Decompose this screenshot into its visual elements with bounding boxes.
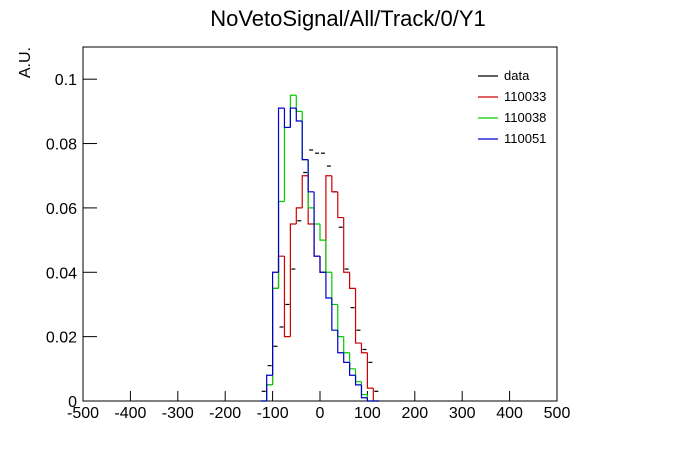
histogram-step <box>366 397 374 402</box>
y-tick-label: 0.06 <box>46 201 77 218</box>
histogram-step <box>343 336 350 354</box>
x-tick-label: -500 <box>67 405 99 422</box>
legend-label: 110051 <box>504 131 546 146</box>
histogram-step <box>360 381 368 396</box>
legend-label: data <box>504 68 530 83</box>
histogram-step <box>360 384 368 399</box>
histogram-step <box>354 288 362 344</box>
histogram-step <box>301 111 309 161</box>
histogram-step <box>313 191 320 257</box>
histogram-step <box>307 159 315 193</box>
x-tick-label: 100 <box>354 405 381 422</box>
histogram-step <box>331 272 338 306</box>
histogram-step <box>331 175 338 193</box>
histogram-step <box>295 207 303 224</box>
histogram-step <box>337 304 344 338</box>
legend-label: 110038 <box>504 110 546 125</box>
histogram-step <box>354 375 362 386</box>
histogram-step <box>337 191 344 219</box>
histogram-step <box>372 388 380 402</box>
histogram-step <box>354 368 362 383</box>
histogram-step <box>349 362 356 376</box>
histogram-step <box>289 94 297 128</box>
histogram-step <box>272 287 279 385</box>
histogram-step <box>301 121 309 161</box>
histogram-step <box>266 384 273 401</box>
histogram-step <box>313 224 320 257</box>
histogram-step <box>266 374 273 401</box>
x-tick-label: -300 <box>162 405 194 422</box>
y-tick-label: 0.1 <box>55 72 77 89</box>
y-tick-label: 0 <box>68 394 77 411</box>
histogram-step <box>272 271 279 376</box>
histogram-step <box>272 287 279 385</box>
histogram-step <box>349 272 356 289</box>
histogram-step <box>289 107 297 128</box>
histogram-step <box>319 256 326 273</box>
histogram-step <box>331 298 338 331</box>
histogram-step <box>337 330 344 354</box>
histogram-step <box>343 217 350 273</box>
legend-label: 110033 <box>504 89 546 104</box>
y-tick-label: 0.04 <box>46 265 77 282</box>
y-tick-label: 0.02 <box>46 330 77 347</box>
histogram-step <box>295 95 303 112</box>
x-tick-label: 500 <box>544 405 571 422</box>
histogram-step <box>313 207 320 225</box>
y-axis-label: A.U. <box>17 47 34 78</box>
chart-title: NoVetoSignal/All/Track/0/Y1 <box>210 6 486 31</box>
histogram-step <box>366 352 374 389</box>
x-tick-label: 400 <box>496 405 523 422</box>
histogram-step <box>301 175 309 208</box>
histogram-step <box>266 384 273 401</box>
histogram-step <box>277 107 285 273</box>
histogram-step <box>325 272 332 299</box>
x-tick-label: 300 <box>449 405 476 422</box>
histogram-step <box>319 256 326 273</box>
histogram-step <box>349 352 356 370</box>
histogram-step <box>289 223 297 337</box>
x-tick-label: -400 <box>114 405 146 422</box>
histogram-step <box>343 352 350 363</box>
y-tick-label: 0.08 <box>46 137 77 154</box>
histogram-step <box>307 159 315 209</box>
histogram-step <box>366 394 374 402</box>
histogram-step <box>283 256 291 338</box>
histogram-step <box>283 126 291 202</box>
histogram-step <box>307 175 315 225</box>
histogram-step <box>283 108 291 129</box>
x-tick-label: 200 <box>401 405 428 422</box>
histogram-step <box>319 224 326 241</box>
histogram-step <box>325 240 332 273</box>
histogram-step <box>360 343 368 354</box>
x-tick-label: -200 <box>209 405 241 422</box>
histogram-step <box>295 108 303 122</box>
histogram-step <box>277 200 285 289</box>
histogram-step <box>277 255 285 289</box>
x-tick-label: -100 <box>257 405 289 422</box>
histogram-step <box>325 175 332 273</box>
x-tick-label: 0 <box>316 405 325 422</box>
